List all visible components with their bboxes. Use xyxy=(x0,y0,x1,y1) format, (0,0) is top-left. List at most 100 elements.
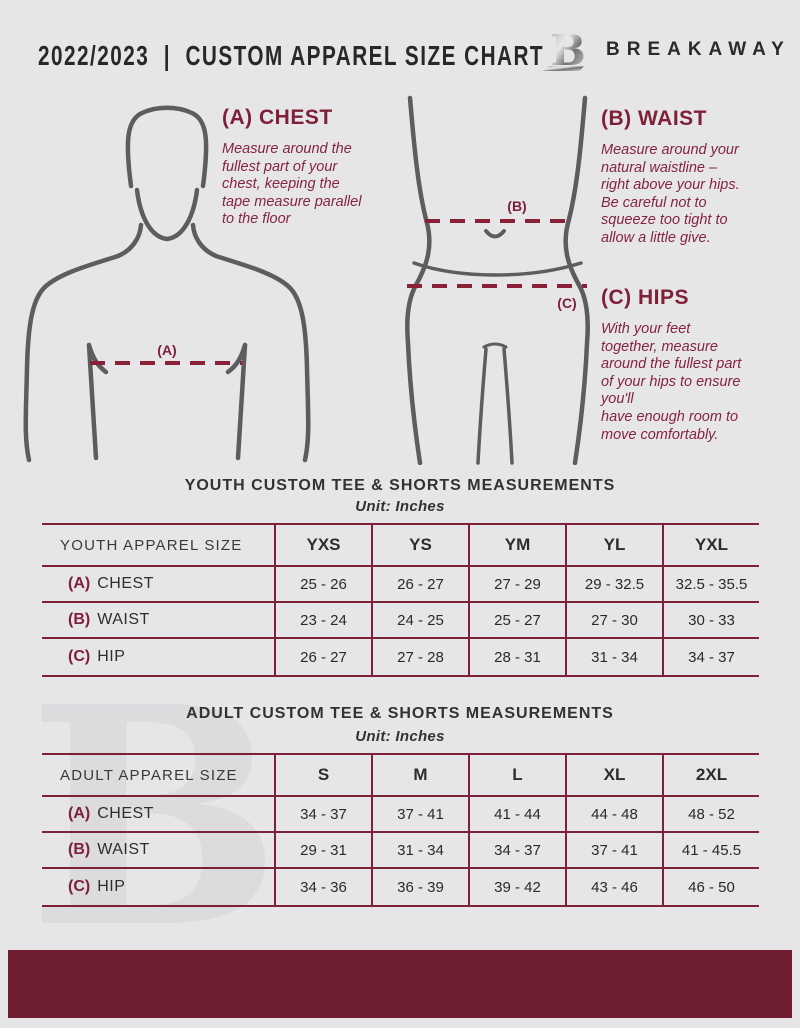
column-header-cell: M xyxy=(371,755,468,797)
value-cell: 37 - 41 xyxy=(371,797,468,833)
value-cell: 30 - 33 xyxy=(662,603,759,639)
figure-left-inner-leg xyxy=(476,347,488,465)
figure-navel xyxy=(484,229,506,239)
row-header-cell: (B) WAIST xyxy=(42,603,274,639)
value-cell: 25 - 26 xyxy=(274,567,371,603)
row-header-cell: (B) WAIST xyxy=(42,833,274,869)
figure-right-side xyxy=(235,342,248,461)
row-header-cell: (C) HIP xyxy=(42,869,274,905)
row-label: HIP xyxy=(97,648,126,665)
brand-wordmark: BREAKAWAY xyxy=(606,39,791,60)
column-header-cell: S xyxy=(274,755,371,797)
column-header-cell: L xyxy=(468,755,565,797)
value-cell: 34 - 37 xyxy=(274,797,371,833)
value-cell: 28 - 31 xyxy=(468,639,565,675)
chest-marker-label: (A) xyxy=(157,342,176,358)
chest-guide-block: (A) CHEST Measure around the fullest par… xyxy=(222,106,422,229)
value-cell: 34 - 36 xyxy=(274,869,371,905)
value-cell: 37 - 41 xyxy=(565,833,662,869)
row-header-cell: (A) CHEST xyxy=(42,567,274,603)
figure-right-shoulder-arm xyxy=(190,222,311,463)
column-header-cell: YXS xyxy=(274,525,371,567)
youth-section-unit: Unit: Inches xyxy=(355,498,445,515)
logo-underline-bar xyxy=(543,66,584,71)
chest-guide-description: Measure around the fullest part of your … xyxy=(222,141,362,228)
column-header-cell: YM xyxy=(468,525,565,567)
value-cell: 27 - 29 xyxy=(468,567,565,603)
value-cell: 34 - 37 xyxy=(468,833,565,869)
row-label: WAIST xyxy=(97,841,150,858)
value-cell: 39 - 42 xyxy=(468,869,565,905)
value-cell: 31 - 34 xyxy=(565,639,662,675)
value-cell: 27 - 30 xyxy=(565,603,662,639)
value-cell: 48 - 52 xyxy=(662,797,759,833)
value-cell: 34 - 37 xyxy=(662,639,759,675)
brand-watermark-letter: B xyxy=(28,641,282,994)
column-header-cell: XL xyxy=(565,755,662,797)
figure-right-torso-side xyxy=(563,95,590,465)
figure-right-inner-leg xyxy=(502,347,514,465)
value-cell: 41 - 45.5 xyxy=(662,833,759,869)
row-marker: (A) xyxy=(68,805,91,822)
hips-guide-heading: (C) HIPS xyxy=(601,286,689,309)
row-marker: (C) xyxy=(68,648,91,665)
waist-hip-measure-figure: (B) (C) xyxy=(405,95,590,465)
adult-size-table: ADULT APPAREL SIZE S M L XL 2XL (A) CHES… xyxy=(42,753,759,907)
value-cell: 26 - 27 xyxy=(371,567,468,603)
figure-left-shoulder-arm xyxy=(23,222,144,463)
row-label: HIP xyxy=(97,878,126,895)
hips-guide-block: (C) HIPS With your feet together, measur… xyxy=(601,286,800,444)
column-header-cell: YXL xyxy=(662,525,759,567)
adult-table-corner-header: ADULT APPAREL SIZE xyxy=(42,755,274,797)
figure-hip-curve xyxy=(412,261,583,277)
value-cell: 31 - 34 xyxy=(371,833,468,869)
value-cell: 25 - 27 xyxy=(468,603,565,639)
value-cell: 32.5 - 35.5 xyxy=(662,567,759,603)
page-title: 2022/2023 | CUSTOM APPAREL SIZE CHART xyxy=(38,40,545,71)
value-cell: 41 - 44 xyxy=(468,797,565,833)
value-cell: 44 - 48 xyxy=(565,797,662,833)
value-cell: 46 - 50 xyxy=(662,869,759,905)
waist-guide-heading: (B) WAIST xyxy=(601,107,707,130)
breakaway-logo-icon: B xyxy=(543,26,586,75)
row-label: WAIST xyxy=(97,611,150,628)
figure-crotch-arc xyxy=(482,342,508,349)
footer-bar xyxy=(8,950,792,1018)
value-cell: 23 - 24 xyxy=(274,603,371,639)
value-cell: 24 - 25 xyxy=(371,603,468,639)
row-header-cell: (A) CHEST xyxy=(42,797,274,833)
chest-guide-heading: (A) CHEST xyxy=(222,106,333,129)
row-marker: (C) xyxy=(68,878,91,895)
hips-guide-description: With your feet together, measure around … xyxy=(601,321,742,443)
figure-right-armpit-crease xyxy=(225,342,248,375)
youth-size-table: YOUTH APPAREL SIZE YXS YS YM YL YXL (A) … xyxy=(42,523,759,677)
value-cell: 27 - 28 xyxy=(371,639,468,675)
value-cell: 26 - 27 xyxy=(274,639,371,675)
figure-head-outline xyxy=(125,105,209,189)
column-header-cell: YS xyxy=(371,525,468,567)
row-marker: (B) xyxy=(68,841,91,858)
waist-marker-label: (B) xyxy=(507,198,526,214)
column-header-cell: YL xyxy=(565,525,662,567)
row-marker: (B) xyxy=(68,611,91,628)
brand-lockup: B BREAKAWAY xyxy=(540,24,791,76)
figure-jaw-outline xyxy=(134,187,200,242)
value-cell: 43 - 46 xyxy=(565,869,662,905)
youth-section-title: YOUTH CUSTOM TEE & SHORTS MEASUREMENTS xyxy=(184,477,616,494)
waist-guide-description: Measure around your natural waistline – … xyxy=(601,142,740,246)
adult-section-title: ADULT CUSTOM TEE & SHORTS MEASUREMENTS xyxy=(186,705,614,722)
row-label: CHEST xyxy=(97,575,154,592)
row-header-cell: (C) HIP xyxy=(42,639,274,675)
column-header-cell: 2XL xyxy=(662,755,759,797)
youth-table-corner-header: YOUTH APPAREL SIZE xyxy=(42,525,274,567)
chest-measure-figure: (A) xyxy=(23,105,311,463)
value-cell: 29 - 32.5 xyxy=(565,567,662,603)
row-marker: (A) xyxy=(68,575,91,592)
row-label: CHEST xyxy=(97,805,154,822)
adult-section-unit: Unit: Inches xyxy=(355,728,445,745)
waist-guide-block: (B) WAIST Measure around your natural wa… xyxy=(601,107,800,248)
value-cell: 36 - 39 xyxy=(371,869,468,905)
hip-marker-label: (C) xyxy=(557,295,576,311)
value-cell: 29 - 31 xyxy=(274,833,371,869)
